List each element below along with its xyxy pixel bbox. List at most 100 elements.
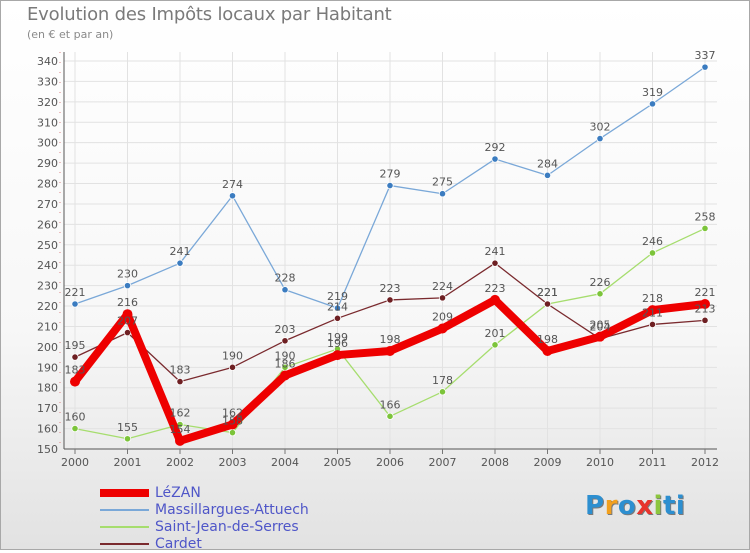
- data-label: 166: [380, 398, 401, 411]
- data-point: [281, 337, 289, 345]
- legend-swatch-massillargues: [100, 509, 149, 511]
- chart-title: Evolution des Impôts locaux par Habitant: [27, 4, 392, 25]
- data-label: 199: [327, 331, 348, 344]
- data-label: 198: [380, 333, 401, 346]
- data-point: [596, 290, 604, 298]
- y-tick-label: 160: [37, 423, 58, 436]
- y-tick-label: 250: [37, 239, 58, 252]
- data-label: 228: [275, 272, 296, 285]
- data-label: 154: [170, 423, 191, 436]
- axis-ticks: 150 160 170 180 190 200 210 220 230 240 250 260 270 2…: [37, 55, 719, 469]
- y-tick-label: 260: [37, 218, 58, 231]
- proxiti-logo: Proxiti: [585, 491, 685, 521]
- data-label: 241: [170, 245, 191, 258]
- data-point: [176, 378, 184, 386]
- data-label: 190: [222, 349, 243, 362]
- data-point: [228, 429, 237, 437]
- data-label: 292: [485, 141, 506, 154]
- x-tick-label: 2010: [586, 456, 614, 469]
- data-point: [648, 320, 657, 329]
- data-point: [438, 388, 447, 396]
- y-tick-label: 230: [37, 280, 58, 293]
- data-label: 204: [590, 321, 611, 334]
- data-label: 223: [380, 282, 401, 295]
- data-point: [437, 323, 448, 334]
- x-tick-label: 2005: [324, 456, 352, 469]
- y-tick-label: 220: [37, 300, 58, 313]
- data-label: 186: [275, 357, 296, 370]
- y-tick-label: 180: [37, 382, 58, 395]
- data-label: 201: [485, 327, 506, 340]
- logo-letter: o: [617, 491, 637, 521]
- data-label: 279: [380, 168, 401, 181]
- data-label: 158: [222, 415, 243, 428]
- data-point: [386, 296, 394, 304]
- data-point: [596, 135, 604, 143]
- data-label: 211: [642, 306, 663, 319]
- series-layer: [70, 63, 710, 446]
- y-tick-label: 270: [37, 198, 58, 211]
- y-tick-label: 200: [37, 341, 58, 354]
- data-label: 190: [275, 349, 296, 362]
- y-tick-label: 320: [37, 96, 58, 109]
- data-point: [281, 286, 289, 294]
- y-tick-label: 150: [37, 443, 58, 456]
- data-label: 162: [222, 406, 243, 419]
- data-point: [542, 345, 553, 356]
- y-tick-label: 280: [37, 178, 58, 191]
- data-point: [332, 350, 343, 361]
- x-tick-label: 2002: [166, 456, 194, 469]
- y-tick-label: 240: [37, 259, 58, 272]
- data-point: [333, 304, 342, 312]
- legend-swatch-cardet: [100, 543, 149, 545]
- logo-letter: x: [636, 491, 654, 521]
- data-point: [648, 100, 657, 108]
- y-tick-label: 170: [37, 402, 58, 415]
- x-tick-label: 2009: [534, 456, 562, 469]
- legend-label-lezan: LéZAN: [155, 485, 201, 501]
- logo-letter: t: [662, 491, 676, 521]
- data-label: 230: [117, 268, 138, 281]
- x-tick-label: 2008: [481, 456, 509, 469]
- data-point: [543, 171, 552, 179]
- legend-label-cardet: Cardet: [155, 536, 202, 552]
- y-tick-label: 300: [37, 137, 58, 150]
- y-tick-label: 330: [37, 75, 58, 88]
- legend-label-saint-jean: Saint-Jean-de-Serres: [155, 519, 299, 535]
- data-point: [385, 345, 395, 356]
- logo-letter: i: [675, 491, 686, 521]
- data-label: 302: [590, 121, 611, 134]
- data-point: [123, 328, 132, 337]
- data-point: [700, 299, 710, 310]
- logo-letter: i: [653, 491, 663, 521]
- data-point: [175, 435, 185, 446]
- data-label: 221: [65, 286, 86, 299]
- x-tick-label: 2001: [114, 456, 142, 469]
- data-point: [228, 363, 237, 371]
- data-labels: 183 216 154 162 186 196 198 209 223 198 205 218 221 2…: [65, 49, 716, 436]
- y-tick-label: 190: [37, 361, 58, 374]
- data-label: 214: [327, 300, 348, 313]
- data-label: 218: [642, 292, 663, 305]
- data-point: [491, 155, 499, 163]
- data-label: 162: [170, 406, 191, 419]
- data-label: 209: [432, 311, 453, 324]
- data-point: [123, 282, 132, 290]
- data-label: 155: [117, 421, 138, 434]
- data-label: 319: [642, 86, 663, 99]
- data-point: [70, 376, 80, 387]
- data-label: 275: [432, 176, 453, 189]
- x-tick-label: 2000: [61, 456, 89, 469]
- legend-swatch-lezan: [100, 489, 149, 497]
- data-point: [123, 435, 132, 443]
- data-point: [71, 300, 79, 308]
- data-label: 221: [695, 286, 716, 299]
- data-label: 221: [537, 286, 558, 299]
- data-label: 207: [117, 315, 138, 328]
- y-tick-label: 210: [37, 320, 58, 333]
- data-label: 205: [590, 319, 611, 332]
- data-point: [701, 316, 709, 324]
- data-point: [227, 419, 238, 430]
- data-point: [228, 192, 237, 200]
